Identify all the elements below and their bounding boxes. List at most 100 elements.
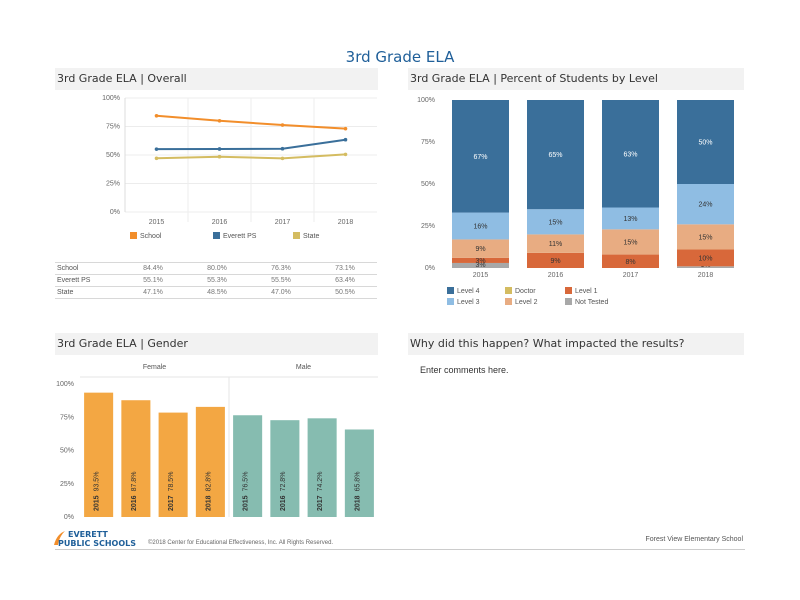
- logo-swoosh-icon: [54, 531, 65, 545]
- gender-y-tick: 75%: [60, 414, 74, 421]
- stack-data-label: 16%: [473, 224, 487, 231]
- gender-bar-label: 2018 82.8%: [205, 472, 212, 511]
- stack-data-label: 10%: [698, 255, 712, 262]
- gender-bar-label: 2015 76.5%: [243, 472, 250, 511]
- line-y-tick: 0%: [110, 209, 120, 216]
- stack-x-tick: 2015: [473, 272, 489, 279]
- gender-bar: [344, 429, 374, 517]
- stack-data-label: 8%: [625, 259, 635, 266]
- line-series-state: [156, 153, 346, 160]
- gender-bar: [270, 420, 300, 517]
- gender-bar: [158, 412, 188, 517]
- stack-bar-segment: [602, 254, 659, 268]
- line-point: [280, 123, 285, 127]
- line-legend-swatch: [293, 232, 300, 239]
- line-point: [343, 126, 348, 131]
- comments-text[interactable]: Enter comments here.: [420, 365, 509, 375]
- why-panel-title: Why did this happen? What impacted the r…: [408, 333, 744, 355]
- stack-data-label: 3%: [475, 262, 485, 269]
- gender-bar-label: 2016 87.8%: [131, 472, 138, 511]
- gender-bar-label: 2015 93.5%: [94, 472, 101, 511]
- overall-table-cell: 48.5%: [185, 286, 249, 299]
- line-point: [217, 119, 222, 123]
- stack-data-label: 9%: [475, 246, 485, 253]
- gender-year-label: 2015: [243, 495, 250, 511]
- overall-table-cell: 55.1%: [121, 274, 185, 287]
- line-point: [280, 146, 285, 151]
- stack-y-tick: 100%: [417, 97, 435, 104]
- levels-stacked-bar-chart: 0% 25% 50% 75% 100% 3%3% 9% 16% 67% 2015 9% 11% 15% 6…: [417, 97, 734, 306]
- gender-y-tick: 25%: [60, 481, 74, 488]
- stack-legend-swatch: [565, 298, 572, 305]
- stack-y-tick: 25%: [421, 223, 435, 230]
- gender-year-label: 2017: [168, 495, 175, 511]
- stack-legend-label: Level 3: [457, 299, 480, 306]
- stack-legend-label: Level 2: [515, 299, 538, 306]
- stack-data-label: 11%: [549, 241, 563, 248]
- footer-divider: [55, 549, 745, 550]
- gender-group-header: Female: [143, 364, 166, 371]
- line-point: [217, 154, 222, 159]
- gender-bar: [307, 418, 337, 517]
- stack-legend-swatch: [565, 287, 572, 294]
- overall-table-row: State 47.1% 48.5% 47.0% 50.5%: [55, 286, 377, 299]
- overall-table-cell: 50.5%: [313, 286, 377, 299]
- gender-year-label: 2017: [317, 495, 324, 511]
- line-point: [154, 113, 159, 118]
- stack-data-label: 13%: [623, 216, 637, 223]
- gender-year-label: 2016: [280, 495, 287, 511]
- stack-legend-label: Not Tested: [575, 299, 608, 306]
- overall-table-cell: 47.1%: [121, 286, 185, 299]
- gender-y-tick: 0%: [64, 514, 74, 521]
- line-legend-label: School: [140, 233, 162, 240]
- line-point: [343, 152, 348, 157]
- stack-bar-segment: [527, 252, 584, 268]
- line-point: [217, 147, 222, 151]
- gender-year-label: 2015: [94, 495, 101, 511]
- stack-legend-label: Level 1: [575, 288, 598, 295]
- stack-bar-segment: [452, 262, 509, 268]
- overall-table-label: School: [55, 262, 121, 275]
- line-point: [343, 137, 348, 142]
- line-series-everett-ps: [156, 138, 346, 151]
- stack-bar-segment: [527, 209, 584, 235]
- logo: EVERETT PUBLIC SCHOOLS: [58, 530, 136, 548]
- stack-data-label: 15%: [623, 239, 637, 246]
- line-y-tick: 100%: [102, 95, 120, 102]
- overall-table: School 84.4% 80.0% 76.3% 73.1% Everett PS 55.1…: [55, 262, 377, 299]
- overall-table-cell: 55.5%: [249, 274, 313, 287]
- stack-bar-segment: [452, 100, 509, 213]
- overall-table-label: Everett PS: [55, 274, 121, 287]
- gender-bar-label: 2018 65.8%: [354, 472, 361, 511]
- gender-bar-chart: Female Male 0% 25% 50% 75% 100% 2015 93.5% 2016 87…: [56, 364, 378, 521]
- stack-legend-swatch: [447, 298, 454, 305]
- line-x-tick: 2018: [338, 219, 354, 226]
- overall-table-cell: 84.4%: [121, 262, 185, 275]
- stack-legend-swatch: [505, 287, 512, 294]
- levels-panel-title: 3rd Grade ELA | Percent of Students by L…: [408, 68, 744, 90]
- line-legend-label: Everett PS: [223, 233, 257, 240]
- line-point: [154, 147, 159, 151]
- stack-x-tick: 2017: [623, 272, 639, 279]
- stack-data-label: 65%: [548, 152, 562, 159]
- gender-bar-label: 2017 74.2%: [317, 472, 324, 511]
- stack-y-tick: 75%: [421, 139, 435, 146]
- overall-table-label: State: [55, 286, 121, 299]
- overall-table-row: School 84.4% 80.0% 76.3% 73.1%: [55, 262, 377, 275]
- stack-bar-segment: [677, 266, 734, 268]
- stack-bar-segment: [527, 100, 584, 210]
- overall-table-cell: 80.0%: [185, 262, 249, 275]
- logo-line2: PUBLIC SCHOOLS: [58, 539, 136, 548]
- gender-panel-title: 3rd Grade ELA | Gender: [55, 333, 378, 355]
- overall-table-row: Everett PS 55.1% 55.3% 55.5% 63.4%: [55, 274, 377, 287]
- gender-value-label: 76.5%: [243, 472, 250, 492]
- school-name: Forest View Elementary School: [645, 536, 743, 543]
- page-title: 3rd Grade ELA: [345, 48, 455, 66]
- overall-panel-title: 3rd Grade ELA | Overall: [55, 68, 378, 90]
- gender-group-header: Male: [296, 364, 311, 371]
- stack-bar-segment: [677, 224, 734, 250]
- stack-bar-segment: [677, 100, 734, 184]
- gender-value-label: 93.5%: [94, 472, 101, 492]
- stack-legend-swatch: [447, 287, 454, 294]
- gender-bar: [195, 406, 225, 517]
